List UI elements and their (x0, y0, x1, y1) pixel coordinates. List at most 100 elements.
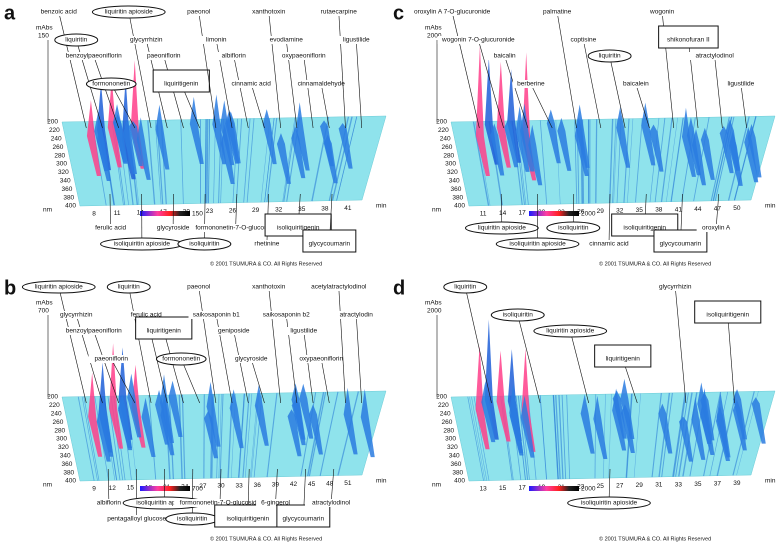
compound-label: liquiritigenin (147, 328, 182, 335)
wavelength-tick-label: 360 (451, 186, 462, 193)
wavelength-tick-label: 220 (49, 402, 60, 409)
leader-line (609, 55, 626, 129)
spectral-streak (627, 118, 634, 203)
y-unit: mAbs (425, 25, 442, 32)
leader-line (478, 39, 504, 129)
label-bg (140, 52, 187, 60)
compound-label: atractylodinol (312, 500, 351, 507)
chromatogram-peak (225, 109, 240, 164)
label-bg (188, 311, 244, 319)
label-oval (465, 221, 539, 235)
y-unit: mAbs (36, 25, 53, 32)
compound-label: isoliquiritin (558, 225, 589, 232)
time-tick-label: 31 (655, 482, 663, 489)
label-bg (647, 8, 677, 16)
colorbar (529, 211, 579, 216)
colorbar-max: 2000 (581, 486, 596, 493)
compound-label: geniposide (218, 328, 250, 335)
wavelength-tick-label: 320 (447, 169, 458, 176)
compound-label: formononetin (162, 356, 200, 363)
leader-line (219, 468, 222, 504)
spectral-streak (208, 119, 211, 204)
compound-label: glycycoumarin (309, 241, 351, 248)
compound-label: formononetin-7-O-glucoside (195, 225, 276, 232)
leader-line (674, 286, 687, 404)
label-bg (688, 52, 741, 60)
time-tick-label: 39 (733, 480, 741, 487)
chromatogram-peak (141, 397, 156, 458)
compound-label: isoliquiritin apioside (136, 500, 193, 507)
leader-line (107, 468, 110, 504)
label-bg (59, 327, 129, 335)
compound-label: baicalin (494, 53, 516, 60)
leader-line (583, 39, 602, 129)
compound-label: glycyroside (157, 225, 190, 232)
label-bg (89, 499, 129, 507)
time-tick-label: 12 (109, 485, 117, 492)
leader-line (233, 55, 249, 129)
label-bg (201, 36, 231, 44)
compound-label: liquiritin apioside (478, 225, 526, 232)
label-bg (214, 52, 254, 60)
compound-label: liquiritin (118, 284, 140, 291)
compound-label: palmatine (543, 9, 572, 16)
chromatogram-peak (299, 383, 314, 439)
wavelength-tick-label: 200 (47, 394, 58, 401)
wavelength-tick-label: 240 (440, 411, 451, 418)
label-bg (276, 52, 332, 60)
time-tick-label: 23 (206, 208, 214, 215)
spectral-streak (660, 117, 673, 202)
compound-label: liquiritigenin (606, 356, 641, 363)
compound-label: shikonofuran II (667, 37, 710, 44)
chromatogram-peak (128, 121, 143, 167)
chromatogram-peak (700, 392, 715, 441)
chromatogram-peak (496, 61, 511, 168)
chromatogram-peak (343, 387, 358, 455)
chromatogram-peak (131, 364, 146, 448)
compound-label: pentagalloyl glucose (107, 516, 166, 523)
label-bg (295, 80, 348, 88)
label-bg (302, 283, 375, 291)
spectral-streak (672, 392, 687, 477)
compound-label: cinnamic acid (232, 81, 272, 88)
leader-line (235, 193, 238, 229)
leader-line (320, 358, 330, 404)
chromatogram-peak (751, 397, 766, 444)
chromatogram-peak (546, 109, 561, 164)
panel: cmAbs20002002202402602803003203403603804… (393, 2, 776, 267)
chromatogram-peak (118, 347, 133, 440)
panel: dmAbs20002002202402602803003203403603804… (393, 277, 776, 542)
time-tick-label: 35 (298, 206, 306, 213)
y-max: 700 (38, 308, 49, 315)
time-tick-label: 17 (519, 485, 527, 492)
time-tick-label: 13 (479, 485, 487, 492)
chromatogram-peak (276, 133, 291, 184)
spectral-streak (539, 395, 548, 480)
compound-label: liquiritin apioside (546, 328, 594, 335)
time-tick-label: 14 (499, 210, 507, 217)
panel-letter: d (393, 277, 405, 299)
wavelength-tick-label: 300 (56, 161, 67, 168)
compound-label: liquiritin apioside (35, 284, 83, 291)
compound-label: 6-gingerol (261, 500, 290, 507)
chromatogram-peak (509, 406, 524, 456)
colorbar (529, 486, 579, 491)
wavelength-tick-label: 340 (449, 453, 460, 460)
compound-label: coptisine (571, 37, 597, 44)
y-unit: mAbs (425, 300, 442, 307)
chromatogram-peak (691, 396, 706, 460)
spectral-streak (603, 394, 606, 479)
time-tick-label: 11 (114, 210, 121, 217)
chromatogram-peak (127, 373, 142, 438)
label-bg (123, 311, 170, 319)
label-bg (184, 283, 214, 291)
chromatogram-peak (612, 388, 627, 451)
compound-label: ligustilide (343, 37, 370, 44)
compound-label: ligustilide (728, 81, 755, 88)
compound-label: cinnamic acid (589, 241, 629, 248)
time-tick-label: 29 (252, 207, 260, 214)
leader-line (250, 358, 265, 404)
wavelength-tick-label: 360 (451, 461, 462, 468)
compound-label: liquiritin (65, 37, 87, 44)
label-bg (488, 52, 521, 60)
